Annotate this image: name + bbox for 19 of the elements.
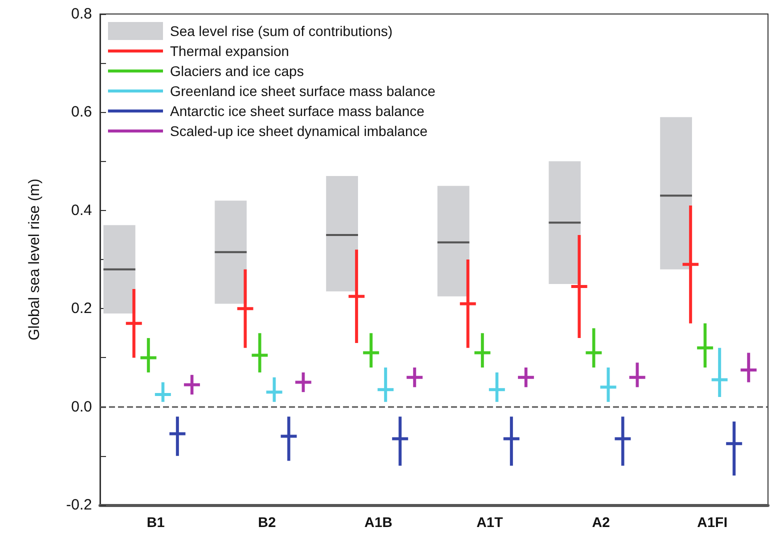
x-tick-label: A1FI: [697, 514, 728, 530]
y-tick-label: 0.6: [71, 104, 92, 121]
y-axis-title: Global sea level rise (m): [26, 178, 43, 340]
y-tick-label: 0.4: [71, 202, 92, 219]
x-tick-label: B2: [258, 514, 276, 530]
x-tick-label: A2: [592, 514, 610, 530]
legend-label: Glaciers and ice caps: [170, 63, 304, 79]
legend-label: Scaled-up ice sheet dynamical imbalance: [170, 123, 428, 139]
y-tick-label: -0.2: [66, 496, 92, 514]
y-tick-label: 0.8: [71, 6, 92, 22]
x-tick-label: A1T: [476, 514, 504, 530]
legend-label: Sea level rise (sum of contributions): [170, 23, 393, 39]
legend-label: Antarctic ice sheet surface mass balance: [170, 103, 425, 119]
legend-label: Thermal expansion: [170, 43, 290, 59]
x-tick-label: A1B: [364, 514, 392, 530]
y-tick-label: 0.2: [71, 300, 92, 318]
y-tick-label: 0.0: [71, 398, 92, 416]
legend-label: Greenland ice sheet surface mass balance: [170, 83, 436, 99]
x-tick-label: B1: [146, 514, 165, 530]
